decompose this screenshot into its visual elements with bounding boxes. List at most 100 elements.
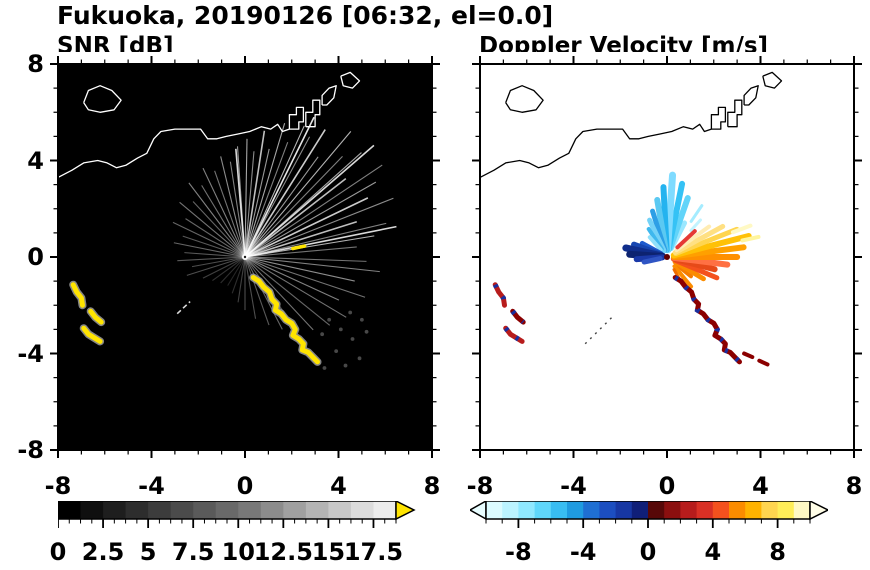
clutter-fleck <box>673 275 742 364</box>
noise-speckle <box>343 363 348 368</box>
snr-beam <box>244 197 369 258</box>
colorbar-segment <box>58 501 82 519</box>
velocity-wedge <box>673 226 740 257</box>
colorbar-segment <box>696 501 714 519</box>
colorbar-segment <box>170 501 194 519</box>
colorbar-segment <box>712 501 730 519</box>
noise-speckle <box>350 337 355 341</box>
snr-beam <box>244 256 380 273</box>
coastline <box>340 71 361 89</box>
snr-beam <box>244 138 248 258</box>
colorbar-over-arrow <box>809 501 828 521</box>
colorbar-segment <box>680 501 698 519</box>
snr-beam <box>244 181 377 258</box>
x-tick-label: 4 <box>752 472 769 500</box>
snr-beam <box>244 197 394 258</box>
snr-beam <box>184 252 246 258</box>
colorbar-segment <box>615 501 633 519</box>
noise-speckle <box>348 310 353 315</box>
snr-beam <box>244 151 255 258</box>
snr-beam <box>191 256 246 268</box>
colorbar-segment <box>148 501 172 519</box>
colorbar-segment <box>664 501 681 519</box>
noise-speckle <box>322 366 327 370</box>
colorbar-segment <box>567 501 584 519</box>
velocity-wedge <box>672 223 726 255</box>
colorbar-tick-label: 7.5 <box>171 538 215 566</box>
snr-beam <box>244 256 314 331</box>
figure-title: Fukuoka, 20190126 [06:32, el=0.0] <box>57 1 554 30</box>
noise-speckle <box>334 349 339 353</box>
snr-beam <box>212 256 246 281</box>
colorbar-segment <box>350 501 375 519</box>
x-tick-label: 4 <box>330 472 347 500</box>
snr-beam <box>244 130 266 258</box>
colorbar-segment <box>305 501 329 519</box>
coastline <box>83 85 122 113</box>
coastline <box>762 71 783 89</box>
colorbar-segment <box>599 501 617 519</box>
colorbar-tick-label: 0 <box>639 538 657 566</box>
colorbar-segment <box>534 501 552 519</box>
colorbar-under-arrow <box>470 501 487 521</box>
snr-beam <box>244 256 347 318</box>
colorbar-segment <box>125 501 149 519</box>
coastline <box>321 85 337 106</box>
clutter-arc <box>757 358 770 367</box>
colorbar-segment <box>238 501 262 519</box>
snr-beam <box>244 152 362 258</box>
colorbar-segment <box>729 501 746 519</box>
velocity-wedge <box>730 223 753 235</box>
colorbar-segment <box>631 501 649 519</box>
snr-beam <box>244 256 355 282</box>
snr-beam <box>244 256 283 330</box>
snr-beam <box>244 156 319 258</box>
colorbar-segment <box>486 501 503 519</box>
snr-beam <box>244 116 315 258</box>
snr-plot <box>46 52 444 462</box>
x-tick-label: -4 <box>138 472 165 500</box>
snr-colorbar <box>58 501 416 528</box>
clutter-arc <box>250 275 320 365</box>
coastline <box>479 123 712 178</box>
colorbar-segment <box>193 501 217 519</box>
coastline <box>743 85 759 106</box>
snr-beam <box>201 185 246 258</box>
colorbar-tick-label: 0 <box>49 538 67 566</box>
snr-beam <box>172 221 246 258</box>
snr-beam <box>227 256 246 286</box>
colorbar-tick-label: 5 <box>139 538 157 566</box>
plot-content <box>57 71 397 370</box>
colorbar-segment <box>648 501 665 519</box>
coastline <box>57 123 290 178</box>
snr-beam <box>214 170 246 258</box>
coastline <box>505 85 544 113</box>
colorbar-tick-label: 15 <box>311 538 346 566</box>
noise-speckle <box>364 329 369 334</box>
snr-beam <box>244 155 343 258</box>
colorbar-segment <box>283 501 307 519</box>
snr-beam <box>244 148 270 258</box>
snr-beam <box>237 256 246 303</box>
snr-beam <box>235 148 246 258</box>
snr-beam <box>244 141 289 258</box>
snr-beam <box>244 256 367 262</box>
velocity-wedge <box>689 218 702 233</box>
y-tick-label: 4 <box>27 146 44 175</box>
clutter-fleck <box>510 309 525 325</box>
velocity-wedge <box>672 264 694 289</box>
noise-speckle <box>327 317 332 322</box>
plot-content <box>479 71 783 367</box>
noise-speckle <box>359 317 364 322</box>
x-tick-label: -8 <box>466 472 494 500</box>
colorbar-segment <box>745 501 762 519</box>
snr-beam <box>244 123 286 258</box>
clutter-arc <box>88 308 104 325</box>
velocity-wedge <box>689 204 704 223</box>
colorbar-segment <box>328 501 352 519</box>
y-tick-label: 0 <box>27 243 44 271</box>
colorbar-segment <box>373 501 397 519</box>
colorbar-segment <box>793 501 811 519</box>
x-tick-label: 8 <box>423 472 441 500</box>
